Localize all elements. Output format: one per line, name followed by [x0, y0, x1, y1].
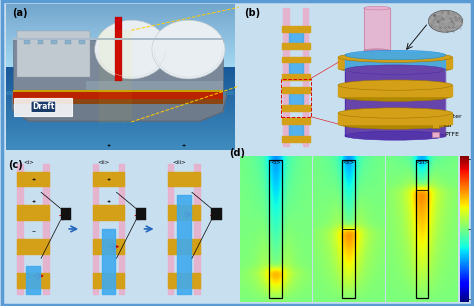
Text: +: + [31, 199, 35, 203]
Legend: Water, Cu, PTFE: Water, Cu, PTFE [429, 111, 465, 140]
Text: (c): (c) [8, 160, 23, 170]
FancyBboxPatch shape [37, 40, 44, 44]
Text: <i>: <i> [23, 160, 34, 165]
Text: <ii>: <ii> [343, 160, 355, 165]
FancyBboxPatch shape [136, 208, 146, 220]
Ellipse shape [345, 65, 446, 74]
FancyBboxPatch shape [17, 31, 90, 77]
FancyBboxPatch shape [100, 30, 131, 122]
Ellipse shape [338, 91, 452, 101]
Text: Draft: Draft [32, 102, 55, 111]
FancyBboxPatch shape [65, 40, 71, 44]
Circle shape [95, 20, 168, 79]
FancyBboxPatch shape [51, 40, 57, 44]
Ellipse shape [338, 63, 452, 73]
Text: <ii>: <ii> [98, 160, 110, 165]
FancyBboxPatch shape [115, 17, 122, 81]
FancyBboxPatch shape [12, 92, 223, 99]
FancyBboxPatch shape [79, 40, 84, 44]
Ellipse shape [364, 6, 390, 10]
Text: +: + [107, 199, 110, 203]
FancyBboxPatch shape [211, 208, 221, 220]
Polygon shape [12, 92, 228, 121]
FancyBboxPatch shape [12, 38, 223, 40]
Ellipse shape [338, 80, 452, 90]
FancyBboxPatch shape [12, 40, 223, 92]
FancyBboxPatch shape [86, 81, 223, 90]
Text: <iii>: <iii> [415, 160, 429, 165]
Ellipse shape [345, 131, 446, 140]
Text: (a): (a) [12, 8, 28, 18]
Text: +: + [31, 177, 35, 181]
Text: +: + [182, 143, 186, 148]
FancyBboxPatch shape [61, 208, 71, 220]
Ellipse shape [364, 49, 390, 52]
Text: (b): (b) [245, 8, 261, 18]
Ellipse shape [345, 50, 446, 60]
FancyBboxPatch shape [6, 91, 234, 95]
Ellipse shape [338, 119, 452, 129]
Ellipse shape [338, 52, 452, 62]
FancyBboxPatch shape [24, 40, 30, 44]
Text: −: − [31, 230, 35, 234]
Text: (d): (d) [229, 148, 245, 158]
FancyBboxPatch shape [12, 90, 223, 92]
FancyBboxPatch shape [12, 99, 223, 104]
Text: <i>: <i> [270, 160, 281, 165]
Text: +: + [107, 143, 110, 148]
Circle shape [152, 20, 225, 79]
FancyBboxPatch shape [14, 98, 73, 116]
Ellipse shape [338, 108, 452, 118]
Text: +: + [107, 177, 110, 181]
Circle shape [428, 10, 463, 32]
Text: <iii>: <iii> [173, 160, 186, 165]
